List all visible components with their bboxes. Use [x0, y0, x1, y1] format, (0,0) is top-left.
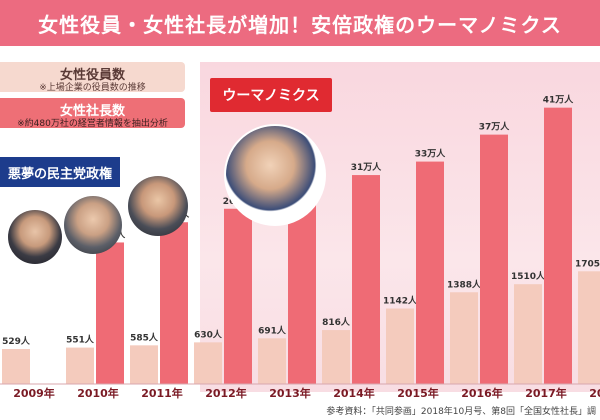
legend-presidents-note: ※約480万社の経営者情報を抽出分析 — [17, 119, 168, 129]
legend-officers: 女性役員数 ※上場企業の役員数の推移 — [0, 62, 185, 93]
bar-presidents-7 — [480, 134, 508, 384]
title-banner: 女性役員・女性社長が増加！安倍政権のウーマノミクス — [0, 0, 600, 46]
politician-photo-1 — [8, 210, 62, 264]
page-title: 女性役員・女性社長が増加！安倍政権のウーマノミクス — [38, 12, 562, 37]
label-officers-5: 816人 — [322, 316, 351, 328]
label-presidents-8: 41万人 — [543, 94, 575, 106]
bar-officers-8 — [514, 284, 542, 384]
tick-label-3: 2012年 — [205, 386, 247, 400]
bar-presidents-3 — [224, 208, 252, 384]
label-officers-7: 1388人 — [447, 278, 482, 290]
tick-label-7: 2016年 — [461, 386, 503, 400]
legend-presidents-title: 女性社長数 — [59, 104, 125, 119]
bar-officers-3 — [194, 342, 222, 384]
label-officers-0: 529人 — [2, 335, 31, 347]
label-officers-3: 630人 — [194, 328, 223, 340]
bar-presidents-1 — [96, 242, 124, 384]
tick-label-9: 2018年 — [589, 386, 600, 400]
label-officers-6: 1142人 — [383, 295, 418, 307]
bar-presidents-4 — [288, 195, 316, 384]
legend-officers-note: ※上場企業の役員数の推移 — [39, 83, 146, 93]
tick-label-5: 2014年 — [333, 386, 375, 400]
tick-label-8: 2017年 — [525, 386, 567, 400]
politician-photo-3 — [128, 176, 188, 236]
bar-presidents-8 — [544, 107, 572, 384]
abenomics-label: ウーマノミクス — [210, 78, 332, 112]
label-officers-8: 1510人 — [511, 270, 546, 282]
label-officers-2: 585人 — [130, 331, 159, 343]
label-officers-1: 551人 — [66, 334, 95, 346]
legend-presidents: 女性社長数 ※約480万社の経営者情報を抽出分析 — [0, 98, 185, 129]
legend-officers-title: 女性役員数 — [59, 68, 125, 83]
bar-presidents-2 — [160, 222, 188, 384]
bar-officers-6 — [386, 308, 414, 384]
tick-label-1: 2010年 — [77, 386, 119, 400]
label-presidents-5: 31万人 — [351, 161, 383, 173]
label-officers-4: 691人 — [258, 324, 287, 336]
label-presidents-7: 37万人 — [479, 121, 511, 133]
politician-photo-2 — [64, 196, 122, 254]
bar-officers-7 — [450, 292, 478, 384]
bar-officers-5 — [322, 330, 350, 384]
bar-officers-9 — [578, 271, 600, 384]
tick-label-2: 2011年 — [141, 386, 183, 400]
source-note: 参考資料：「共同参画」2018年10月号、第8回「全国女性社長」調 — [326, 407, 596, 417]
tick-label-6: 2015年 — [397, 386, 439, 400]
bar-presidents-6 — [416, 161, 444, 384]
politician-photo-abe — [224, 124, 326, 226]
tick-label-4: 2013年 — [269, 386, 311, 400]
bar-presidents-5 — [352, 175, 380, 384]
bar-officers-4 — [258, 338, 286, 384]
bar-officers-2 — [130, 345, 158, 384]
label-officers-9: 1705人 — [575, 257, 600, 269]
bar-officers-0 — [2, 349, 30, 384]
tick-label-0: 2009年 — [13, 386, 55, 400]
dpj-era-label: 悪夢の民主党政権 — [0, 157, 120, 187]
bar-officers-1 — [66, 347, 94, 384]
label-presidents-6: 33万人 — [415, 148, 447, 160]
